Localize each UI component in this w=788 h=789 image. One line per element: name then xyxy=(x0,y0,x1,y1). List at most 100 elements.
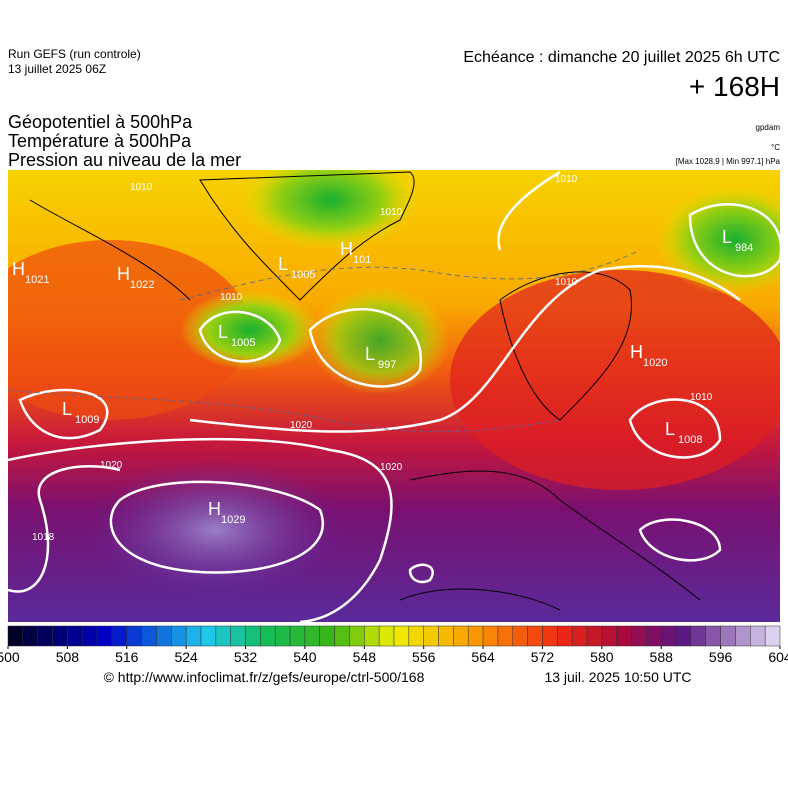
colorbar: 500 508 516 524 532 540 548 556 564 572 580 588 596 6… xyxy=(0,625,788,665)
colorbar-label: 540 xyxy=(293,649,317,665)
colorbar-swatch xyxy=(438,625,454,647)
center-letter: L xyxy=(218,322,228,342)
colorbar-swatch xyxy=(542,625,558,647)
isobar-label: 1010 xyxy=(555,174,578,185)
isobar-label: 1010 xyxy=(130,182,153,193)
colorbar-swatch xyxy=(482,625,499,647)
colorbar-label: 524 xyxy=(174,649,198,665)
colorbar-swatch xyxy=(393,625,410,647)
isobar-label: 1010 xyxy=(220,292,243,303)
source-url: © http://www.infoclimat.fr/z/gefs/europe… xyxy=(104,669,425,685)
colorbar-swatch xyxy=(274,625,291,647)
center-pressure: 984 xyxy=(735,242,753,254)
center-pressure: 1029 xyxy=(221,514,245,526)
center-letter: L xyxy=(365,344,375,364)
center-letter: L xyxy=(665,419,675,439)
issued-time: 13 juil. 2025 10:50 UTC xyxy=(544,669,691,685)
colorbar-swatch xyxy=(705,625,721,647)
colorbar-swatch xyxy=(171,625,187,647)
run-date: 13 juillet 2025 06Z xyxy=(8,62,106,76)
colorbar-swatch xyxy=(126,625,142,647)
center-pressure: 1005 xyxy=(231,337,255,349)
colorbar-label: 604 xyxy=(768,649,788,665)
colorbar-label: 516 xyxy=(115,649,139,665)
colorbar-swatch xyxy=(289,625,306,647)
colorbar-swatch xyxy=(764,625,781,647)
field-title: Température à 500hPa xyxy=(8,131,192,151)
center-pressure: 1005 xyxy=(291,269,315,281)
colorbar-label: 572 xyxy=(531,649,555,665)
isobar-label: 1010 xyxy=(555,277,578,288)
colorbar-swatch xyxy=(571,625,588,647)
center-pressure: 1022 xyxy=(130,279,154,291)
unit: [Max 1028.9 | Min 997.1] hPa xyxy=(676,157,781,166)
colorbar-swatch xyxy=(260,625,276,647)
colorbar-swatch xyxy=(557,625,573,647)
colorbar-swatch xyxy=(586,625,603,647)
isobar-label: 1010 xyxy=(690,392,713,403)
colorbar-swatch xyxy=(200,625,217,647)
unit: gpdam xyxy=(756,123,781,132)
center-pressure: 1009 xyxy=(75,414,99,426)
colorbar-swatch xyxy=(185,625,202,647)
colorbar-swatch xyxy=(230,625,246,647)
colorbar-swatch xyxy=(675,625,692,647)
center-pressure: 1008 xyxy=(678,434,702,446)
colorbar-swatch xyxy=(616,625,632,647)
colorbar-swatch xyxy=(304,625,321,647)
center-pressure: 1020 xyxy=(643,357,667,369)
colorbar-swatch xyxy=(319,625,335,647)
colorbar-swatch xyxy=(631,625,647,647)
colorbar-swatch xyxy=(7,625,24,647)
colorbar-swatch xyxy=(215,625,231,647)
colorbar-label: 580 xyxy=(590,649,614,665)
colorbar-label: 588 xyxy=(650,649,674,665)
colorbar-swatch xyxy=(52,625,68,647)
center-letter: L xyxy=(62,399,72,419)
colorbar-label: 548 xyxy=(353,649,377,665)
unit: °C xyxy=(771,143,780,152)
colorbar-swatch xyxy=(646,625,662,647)
center-letter: L xyxy=(722,227,732,247)
colorbar-swatch xyxy=(512,625,528,647)
map xyxy=(8,170,780,622)
valid-time: Echéance : dimanche 20 juillet 2025 6h U… xyxy=(463,49,780,66)
colorbar-swatch xyxy=(660,625,677,647)
field-title: Pression au niveau de la mer xyxy=(8,150,241,170)
colorbar-swatch xyxy=(349,625,365,647)
colorbar-label: 532 xyxy=(234,649,258,665)
colorbar-swatch xyxy=(378,625,395,647)
center-letter: L xyxy=(278,254,288,274)
field-title: Géopotentiel à 500hPa xyxy=(8,112,193,132)
colorbar-swatch xyxy=(96,625,113,647)
colorbar-swatch xyxy=(408,625,424,647)
colorbar-label: 596 xyxy=(709,649,733,665)
colorbar-swatch xyxy=(423,625,439,647)
colorbar-swatch xyxy=(453,625,469,647)
center-letter: H xyxy=(117,264,130,284)
center-letter: H xyxy=(340,239,353,259)
colorbar-swatch xyxy=(527,625,543,647)
center-letter: H xyxy=(630,342,643,362)
center-letter: H xyxy=(208,499,221,519)
colorbar-swatch xyxy=(364,625,380,647)
colorbar-label: 508 xyxy=(56,649,80,665)
isobar-label: 1020 xyxy=(380,462,403,473)
run-label: Run GEFS (run controle) xyxy=(8,47,141,61)
colorbar-swatch xyxy=(601,625,617,647)
colorbar-swatch xyxy=(22,625,38,647)
colorbar-swatch xyxy=(245,625,261,647)
colorbar-label: 564 xyxy=(471,649,495,665)
colorbar-swatch xyxy=(67,625,83,647)
isobar-label: 1010 xyxy=(380,207,403,218)
center-pressure: 1021 xyxy=(25,274,49,286)
colorbar-swatch xyxy=(156,625,172,647)
colorbar-label: 500 xyxy=(0,649,20,665)
colorbar-swatch xyxy=(750,625,766,647)
isobar-label: 1020 xyxy=(100,460,123,471)
colorbar-swatch xyxy=(720,625,736,647)
colorbar-swatch xyxy=(111,625,128,647)
colorbar-label: 556 xyxy=(412,649,436,665)
center-letter: H xyxy=(12,259,25,279)
